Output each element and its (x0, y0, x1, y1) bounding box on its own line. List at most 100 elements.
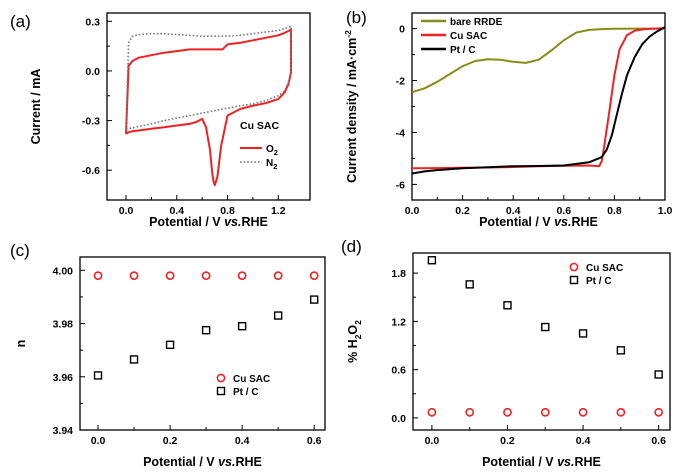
legend: Cu SAC Pt / C (569, 262, 623, 287)
panel-label: (a) (10, 12, 31, 31)
x-axis-title: Potential / V vs.RHE (482, 455, 601, 469)
panel-b: (b) 0.0 0.2 0.4 0.6 0.8 1.0 -6 -4 -2 0 Potential / … (343, 8, 672, 229)
x-tick-label: 0.6 (556, 205, 571, 217)
x-axis-title: Potential / V vs.RHE (143, 455, 262, 469)
data-point-square (129, 355, 139, 364)
y-axis-title: Current / mA (29, 69, 43, 145)
x-tick-label: 0.4 (235, 435, 250, 447)
y-tick-label: -2 (396, 76, 405, 88)
x-tick-label: 0.0 (119, 205, 134, 217)
data-point-circle (309, 271, 319, 281)
y-tick-label: -0.6 (82, 165, 100, 177)
legend-label: O2 (266, 144, 278, 157)
data-point-circle (540, 407, 550, 417)
y-tick-label: 3.98 (53, 319, 74, 331)
panel-d: (d) 0.0 0.2 0.4 0.6 0.0 0.6 1.2 1.8 Potential / V… (341, 237, 671, 469)
y-tick-label: 3.96 (53, 372, 74, 384)
x-axis-title: Potential / V vs.RHE (149, 215, 268, 229)
y-tick-label: 4.00 (53, 265, 74, 277)
x-tick-label: 0.6 (651, 435, 666, 447)
data-point-square (427, 256, 437, 265)
x-axis-title: Potential / V vs.RHE (479, 215, 598, 229)
series-line-1 (125, 25, 292, 130)
y-tick-label: 0.0 (391, 413, 406, 425)
data-point-square (465, 280, 474, 289)
series-line-2 (412, 26, 665, 175)
legend-label: Cu SAC (450, 31, 487, 42)
data-point-square (503, 301, 512, 310)
x-tick-label: 0.4 (169, 205, 184, 217)
data-point-circle (465, 407, 475, 417)
x-tick-label: 0.2 (500, 435, 515, 447)
data-layer (412, 26, 665, 175)
x-tick-label: 0.0 (425, 435, 440, 447)
data-point-square (654, 370, 663, 379)
data-point-circle (165, 271, 175, 281)
x-tick-label: 0.8 (607, 205, 622, 217)
y-tick-label: 1.8 (391, 268, 406, 280)
x-tick-label: 0.2 (163, 435, 178, 447)
legend-label: Pt / C (586, 276, 612, 287)
y-tick-label: -0.3 (82, 116, 100, 128)
plot-frame (106, 12, 311, 201)
y-tick-label: 1.2 (391, 316, 406, 328)
legend-swatch (569, 275, 579, 285)
y-axis-title: Current density / mA·cm-2 (343, 30, 359, 183)
legend-label: N2 (266, 158, 277, 171)
y-axis-title: n (14, 340, 28, 348)
plot-frame (79, 256, 326, 431)
data-point-circle (654, 407, 664, 417)
x-tick-label: 0.0 (405, 205, 420, 217)
data-point-circle (93, 271, 103, 281)
plot-frame (412, 252, 671, 431)
y-tick-label: -4 (396, 127, 405, 139)
data-point-square (237, 322, 247, 331)
data-point-square (616, 346, 626, 355)
legend: Cu SAC Pt / C (216, 373, 270, 398)
data-point-circle (273, 271, 283, 281)
data-point-circle (427, 407, 437, 417)
y-tick-label: 3.94 (53, 425, 74, 437)
data-layer (125, 25, 292, 187)
legend-swatch (569, 262, 579, 272)
legend-swatch (216, 373, 226, 383)
panel-a: (a) 0.0 0.4 0.8 1.2 -0.6 -0.3 0.0 0.3 Potential /… (10, 12, 311, 229)
legend-label: Pt / C (233, 387, 259, 398)
y-tick-label: 0.6 (391, 365, 406, 377)
data-point-circle (129, 271, 139, 281)
y-tick-label: 0.0 (85, 66, 100, 78)
legend: bare RRDE Cu SAC Pt / C (421, 17, 503, 56)
data-layer (93, 271, 319, 380)
x-tick-label: 0.4 (506, 205, 521, 217)
x-tick-label: 0.2 (455, 205, 470, 217)
data-point-square (273, 311, 283, 320)
data-point-circle (237, 271, 247, 281)
data-point-square (201, 325, 211, 335)
data-point-square (309, 295, 319, 304)
x-tick-label: 0.0 (91, 435, 106, 447)
legend-label: Pt / C (450, 45, 476, 56)
y-axis-title: % H2O2 (346, 320, 363, 363)
data-point-square (93, 371, 103, 380)
legend-swatch (216, 386, 226, 396)
data-layer (427, 256, 664, 417)
legend-label: bare RRDE (450, 17, 503, 28)
y-tick-label: 0.3 (85, 16, 100, 28)
data-point-circle (616, 407, 626, 417)
panel-label: (c) (10, 241, 30, 260)
legend-title: Cu SAC (240, 120, 280, 132)
series-line-0 (125, 28, 292, 187)
x-tick-label: 0.6 (307, 435, 322, 447)
y-tick-label: 0 (399, 24, 405, 36)
y-tick-label: -6 (396, 179, 405, 191)
data-point-square (578, 329, 588, 338)
series-line-0 (412, 27, 665, 94)
legend-label: Cu SAC (586, 263, 623, 274)
data-point-circle (578, 407, 588, 417)
panel-label: (b) (346, 8, 367, 27)
panel-c: (c) 0.0 0.2 0.4 0.6 3.94 3.96 3.98 4.00 Potential… (10, 241, 326, 469)
x-tick-label: 0.8 (220, 205, 235, 217)
data-point-circle (201, 271, 211, 281)
